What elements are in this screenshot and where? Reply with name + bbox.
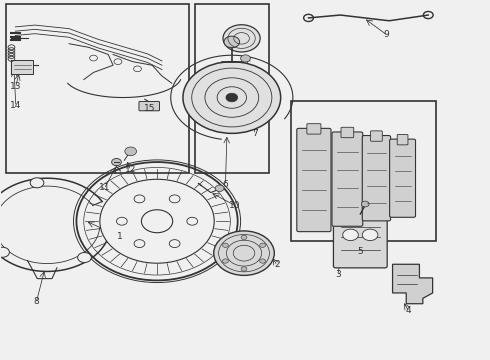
Bar (5, 4, 189, 173)
FancyBboxPatch shape (139, 102, 159, 111)
FancyBboxPatch shape (390, 139, 416, 217)
Circle shape (30, 178, 44, 188)
Circle shape (343, 229, 358, 240)
Circle shape (362, 229, 378, 240)
Text: 11: 11 (99, 183, 111, 192)
Circle shape (260, 259, 266, 263)
Bar (11, 60, 33, 74)
Text: 13: 13 (10, 82, 22, 91)
FancyBboxPatch shape (297, 129, 331, 231)
Text: 1: 1 (117, 232, 122, 241)
Text: 14: 14 (10, 101, 22, 110)
Circle shape (241, 267, 247, 271)
FancyBboxPatch shape (341, 127, 354, 138)
FancyBboxPatch shape (333, 212, 387, 268)
Circle shape (77, 252, 91, 262)
FancyBboxPatch shape (370, 131, 382, 141)
Circle shape (214, 231, 274, 275)
Text: 15: 15 (144, 104, 155, 113)
Circle shape (361, 201, 369, 207)
Text: 3: 3 (335, 270, 341, 279)
Text: 12: 12 (124, 165, 136, 174)
Circle shape (222, 243, 228, 247)
Circle shape (260, 243, 266, 247)
Bar (195, 4, 270, 173)
Circle shape (241, 55, 250, 62)
Circle shape (183, 62, 281, 134)
Text: 9: 9 (384, 30, 390, 39)
FancyBboxPatch shape (307, 124, 321, 134)
Circle shape (222, 259, 228, 263)
FancyBboxPatch shape (397, 134, 408, 145)
Text: 5: 5 (357, 247, 363, 256)
Circle shape (224, 36, 240, 48)
Circle shape (169, 240, 180, 248)
FancyBboxPatch shape (362, 135, 391, 221)
Text: 8: 8 (33, 297, 39, 306)
Text: 7: 7 (252, 129, 258, 138)
Circle shape (241, 235, 247, 239)
Circle shape (134, 240, 145, 248)
Circle shape (169, 195, 180, 203)
Bar (292, 101, 436, 241)
Circle shape (134, 195, 145, 203)
FancyBboxPatch shape (332, 132, 363, 226)
Text: 10: 10 (228, 201, 240, 210)
Circle shape (142, 210, 172, 233)
Circle shape (117, 217, 127, 225)
Text: 2: 2 (274, 260, 280, 269)
Circle shape (187, 217, 197, 225)
Circle shape (0, 247, 9, 257)
Circle shape (100, 179, 214, 263)
Circle shape (125, 147, 137, 156)
Circle shape (223, 25, 260, 52)
Text: 4: 4 (406, 306, 412, 315)
Circle shape (226, 93, 238, 102)
Circle shape (215, 185, 224, 192)
Circle shape (112, 158, 122, 166)
Polygon shape (392, 264, 433, 304)
Text: 6: 6 (222, 180, 228, 189)
